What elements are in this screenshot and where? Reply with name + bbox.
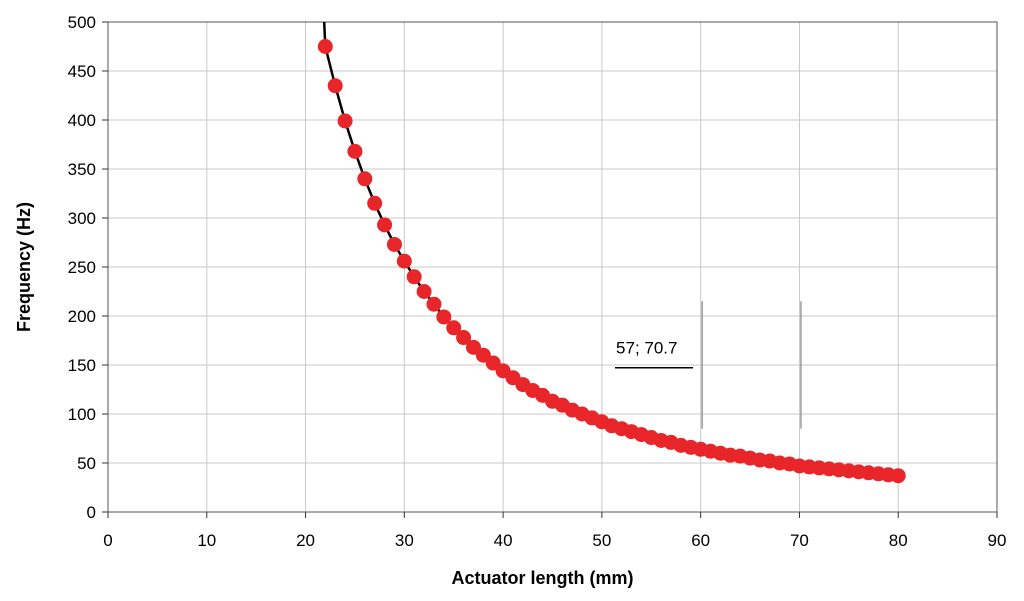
y-tick-label: 0 (87, 503, 96, 522)
x-tick-label: 20 (296, 531, 315, 550)
data-point (890, 468, 906, 484)
x-tick-label: 50 (592, 531, 611, 550)
x-tick-label: 60 (691, 531, 710, 550)
x-tick-label: 30 (395, 531, 414, 550)
y-tick-label: 350 (68, 160, 96, 179)
data-point (396, 253, 412, 269)
x-tick-label: 0 (103, 531, 112, 550)
x-axis-title: Actuator length (mm) (452, 568, 634, 588)
grid-lines (107, 21, 998, 513)
y-tick-label: 500 (68, 13, 96, 32)
data-point (386, 236, 402, 252)
data-point (426, 296, 442, 312)
data-point (377, 217, 393, 233)
y-tick-label: 200 (68, 307, 96, 326)
tick-labels: 0 10 20 30 40 50 60 70 80 90 0 50 100 150 200 250 300 350… (68, 13, 1007, 550)
x-tick-label: 80 (889, 531, 908, 550)
data-point (347, 143, 363, 159)
x-tick-label: 90 (988, 531, 1007, 550)
data-point (406, 269, 422, 285)
annotation-marker-lines (701, 301, 802, 429)
fit-curve (322, 22, 899, 477)
y-tick-label: 250 (68, 258, 96, 277)
y-axis-title: Frequency (Hz) (14, 202, 34, 332)
data-point (446, 320, 462, 336)
data-point (337, 113, 353, 129)
data-point (456, 330, 472, 346)
y-tick-label: 400 (68, 111, 96, 130)
data-point (436, 309, 452, 325)
data-point (327, 78, 343, 94)
y-tick-label: 50 (77, 454, 96, 473)
y-tick-label: 300 (68, 209, 96, 228)
y-tick-label: 100 (68, 405, 96, 424)
x-tick-label: 70 (790, 531, 809, 550)
fit-curve-line (322, 22, 899, 477)
annotation-label: 57; 70.7 (616, 339, 677, 358)
data-point (416, 284, 432, 299)
x-tick-label: 40 (494, 531, 513, 550)
data-points (317, 39, 906, 484)
data-point (367, 195, 383, 211)
y-tick-label: 450 (68, 62, 96, 81)
annotations: 57; 70.7 (615, 339, 694, 369)
y-tick-label: 150 (68, 356, 96, 375)
x-tick-label: 10 (197, 531, 216, 550)
data-point (317, 39, 333, 54)
data-point (357, 171, 373, 187)
